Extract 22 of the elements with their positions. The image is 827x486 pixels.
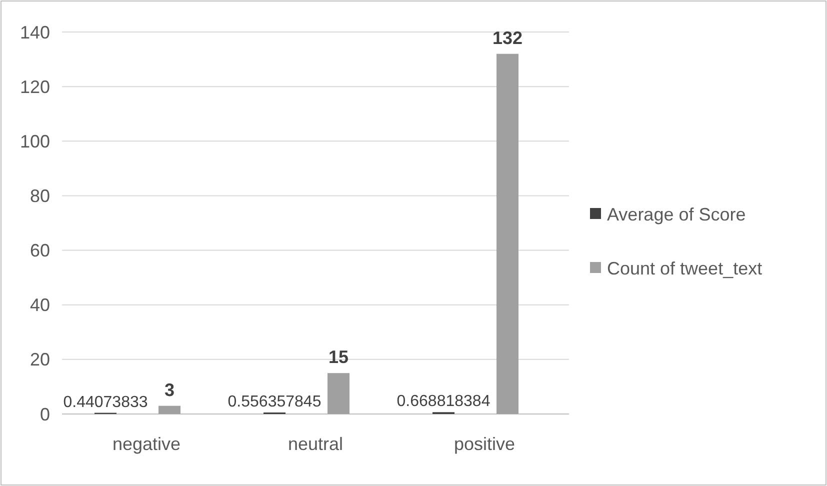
y-tick-label: 80 [30, 186, 50, 206]
y-tick-label: 0 [40, 404, 50, 424]
y-tick-label: 120 [20, 76, 50, 97]
bar [496, 54, 518, 414]
x-tick-label: positive [454, 434, 516, 454]
data-label: 0.44073833 [63, 394, 148, 411]
legend-label: Average of Score [607, 204, 746, 224]
bar [158, 406, 180, 414]
y-tick-label: 140 [20, 22, 50, 42]
bar [328, 373, 350, 414]
y-tick-label: 20 [30, 350, 50, 370]
x-tick-label: negative [112, 434, 181, 454]
y-tick-label: 40 [30, 295, 50, 316]
y-tick-label: 60 [30, 240, 50, 261]
data-label: 0.668818384 [396, 393, 490, 410]
data-label: 3 [164, 380, 175, 400]
data-label: 0.556357845 [228, 393, 322, 410]
legend-label: Count of tweet_text [607, 258, 762, 278]
data-label: 132 [492, 28, 523, 48]
data-label: 15 [328, 347, 349, 368]
y-tick-label: 100 [20, 131, 50, 152]
x-tick-label: neutral [288, 434, 344, 454]
